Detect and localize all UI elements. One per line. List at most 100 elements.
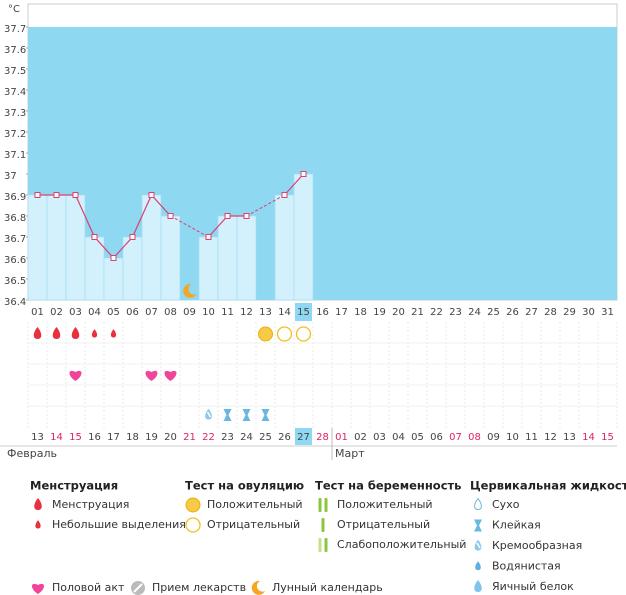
date-label: 21	[183, 432, 196, 443]
date-label: 16	[88, 432, 101, 443]
icon-sex	[31, 583, 45, 594]
date-label: 24	[240, 432, 253, 443]
date-label: 18	[126, 432, 139, 443]
y-tick-label: 36.8	[4, 213, 26, 224]
x-tick-label: 17	[335, 307, 348, 318]
legend-label: Менструация	[52, 498, 129, 511]
temp-bar	[274, 194, 295, 301]
x-tick-label: 04	[88, 307, 101, 318]
temp-bar	[160, 215, 181, 301]
temp-line	[284, 173, 304, 196]
date-label: 25	[259, 432, 272, 443]
icon-sex	[164, 370, 177, 381]
hourglass	[223, 409, 232, 421]
month-label: Февраль	[7, 447, 57, 460]
x-tick-label: 24	[468, 307, 481, 318]
highlight-date	[295, 428, 312, 445]
x-tick-label: 09	[183, 307, 196, 318]
legend-label: Яичный белок	[492, 580, 574, 593]
x-tick-label: 19	[373, 307, 386, 318]
icon-light	[91, 329, 98, 338]
icon-negative	[185, 517, 201, 533]
date-label: 06	[430, 432, 443, 443]
temp-point	[53, 192, 60, 198]
circle	[185, 517, 201, 533]
heart	[145, 370, 158, 381]
date-label: 15	[601, 432, 614, 443]
date-label: 26	[278, 432, 291, 443]
y-tick-label: 36.7	[4, 234, 26, 245]
icon-light	[110, 329, 117, 338]
x-tick-label: 06	[126, 307, 139, 318]
drop	[35, 520, 41, 529]
hourglass	[242, 409, 251, 421]
legend-heading: Менструация	[30, 479, 118, 493]
date-label: 15	[69, 432, 82, 443]
icon-sex	[145, 370, 158, 381]
icon-positive	[185, 497, 201, 513]
icon-eggwhite	[474, 580, 482, 592]
legend-label: Сухо	[492, 498, 520, 511]
temp-point	[205, 234, 212, 240]
drop	[33, 327, 42, 339]
x-tick-label: 15	[297, 307, 310, 318]
temp-point	[110, 255, 117, 261]
x-tick-label: 27	[525, 307, 538, 318]
gap-connector	[170, 215, 209, 238]
drop	[110, 329, 117, 338]
drop	[71, 327, 80, 339]
bar-icon	[321, 518, 325, 532]
temp-point	[72, 192, 79, 198]
date-label: 11	[525, 432, 538, 443]
x-tick-label: 29	[563, 307, 576, 318]
pill-line	[133, 583, 143, 593]
x-tick-label: 03	[69, 307, 82, 318]
legend-label: Половой акт	[52, 581, 125, 594]
icon-positive	[258, 326, 273, 342]
date-label: 27	[297, 432, 310, 443]
circle	[258, 326, 273, 342]
x-tick-label: 22	[430, 307, 443, 318]
y-tick-label: 37.2	[4, 129, 26, 140]
date-label: 02	[354, 432, 367, 443]
icon-negative	[276, 326, 293, 342]
x-tick-label: 30	[582, 307, 595, 318]
legend-label: Небольшие выделения	[52, 518, 186, 531]
y-tick-label: 37.6	[4, 45, 26, 56]
icon-creamy	[205, 408, 212, 420]
legend-heading: Цервикальная жидкость	[470, 479, 626, 493]
y-tick-label: 37.7	[4, 24, 26, 35]
temp-point	[91, 234, 98, 240]
icon-heavy	[33, 327, 42, 339]
date-label: 17	[107, 432, 120, 443]
icon-sex	[69, 370, 82, 381]
temp-point	[281, 192, 288, 198]
circle	[276, 326, 293, 342]
bar-icon	[318, 498, 322, 512]
month-label: Март	[335, 447, 365, 460]
highlight-day	[295, 303, 312, 321]
x-tick-label: 16	[316, 307, 329, 318]
x-tick-label: 14	[278, 307, 291, 318]
shine	[476, 542, 481, 549]
date-label: 14	[50, 432, 63, 443]
icon-sticky	[242, 409, 251, 421]
date-label: 10	[506, 432, 519, 443]
temp-bar	[293, 173, 314, 301]
date-label: 22	[202, 432, 215, 443]
x-tick-label: 01	[31, 307, 44, 318]
icon-moon	[251, 580, 265, 595]
bar-icon	[324, 498, 328, 512]
y-tick-label: 36.6	[4, 255, 26, 266]
temp-point	[129, 234, 136, 240]
moon	[251, 580, 265, 595]
icon-dry	[474, 497, 482, 511]
x-tick-label: 31	[601, 307, 614, 318]
icon-pill	[131, 581, 145, 595]
date-label: 08	[468, 432, 481, 443]
x-tick-label: 21	[411, 307, 424, 318]
y-tick-label: 37.1	[4, 150, 26, 161]
heart	[164, 370, 177, 381]
x-tick-label: 18	[354, 307, 367, 318]
bar-icon	[318, 538, 322, 552]
